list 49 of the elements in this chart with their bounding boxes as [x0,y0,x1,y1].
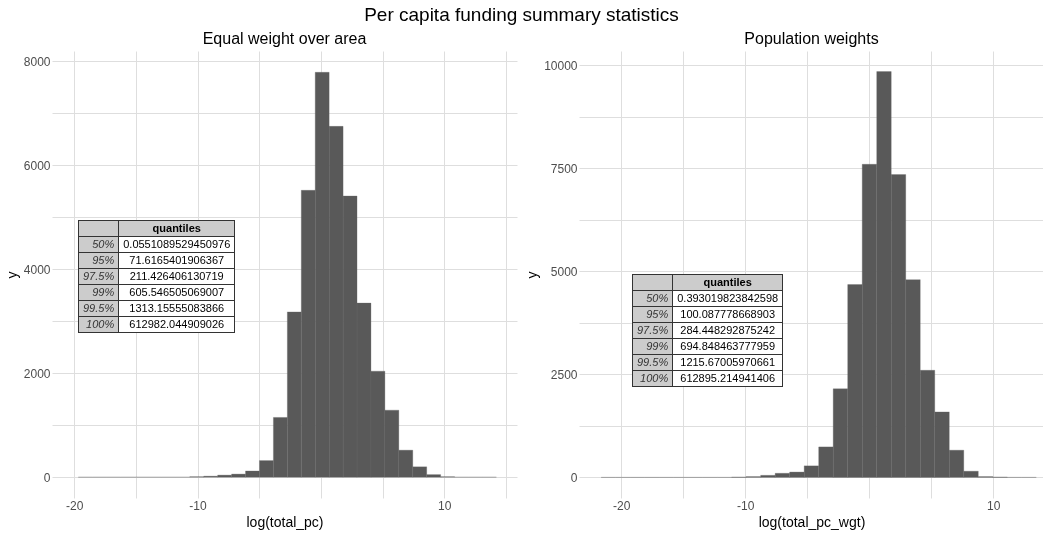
x-tick-label: 10 [438,498,452,513]
annotation: 694.848463777959 [672,338,783,355]
y-tick-label: 0 [570,470,578,485]
x-axis-title: log(total_pc) [246,513,324,530]
y-tick-label: 2500 [550,367,578,382]
annotation: 95% [78,252,119,269]
y-tick-label: 10000 [544,58,578,73]
annotation: 99% [632,338,673,355]
annotation: quantiles [118,220,235,237]
annotation: 50% [632,290,673,307]
annotation: 1313.15555083866 [118,300,235,317]
y-axis-title: y [3,271,20,279]
annotation: 1215.67005970661 [672,354,783,371]
annotation: 71.6165401906367 [118,252,235,269]
x-tick-label: -10 [189,498,208,513]
x-axis-title: log(total_pc_wgt) [758,513,866,530]
y-tick-label: 8000 [23,54,51,69]
annotation: 0.393019823842598 [672,290,783,307]
annotation: 211.426406130719 [118,268,235,285]
annotation: 97.5% [78,268,119,285]
annotation: 284.448292875242 [672,322,783,339]
annotation: 100.087778668903 [672,306,783,323]
annotation: 612982.044909026 [118,316,235,333]
x-tick-label: -10 [736,498,755,513]
annotation: 100% [632,370,673,387]
annotation: 95% [632,306,673,323]
annotation: 50% [78,236,119,253]
chart-title: Equal weight over area [202,30,367,47]
y-tick-label: 0 [43,470,51,485]
annotation: 97.5% [632,322,673,339]
annotation: 0.0551089529450976 [118,236,235,253]
x-tick-label: 10 [986,498,1001,513]
annotation: 99.5% [78,300,119,317]
y-tick-label: 6000 [23,158,51,173]
annotation: quantiles [672,274,783,291]
annotation: 100% [78,316,119,333]
y-tick-label: 5000 [550,264,578,279]
annotation: 605.546505069007 [118,284,235,301]
chart-title: Population weights [744,30,879,47]
y-tick-label: 4000 [23,262,51,277]
x-tick-label: -20 [66,498,84,513]
annotation: 99% [78,284,119,301]
annotation: 99.5% [632,354,673,371]
y-tick-label: 2000 [23,366,51,381]
text: Per capita funding summary statistics [363,4,680,26]
y-tick-label: 7500 [550,161,578,176]
y-axis-title: y [524,271,541,279]
annotation: 612895.214941406 [672,370,783,387]
x-tick-label: -20 [612,498,631,513]
